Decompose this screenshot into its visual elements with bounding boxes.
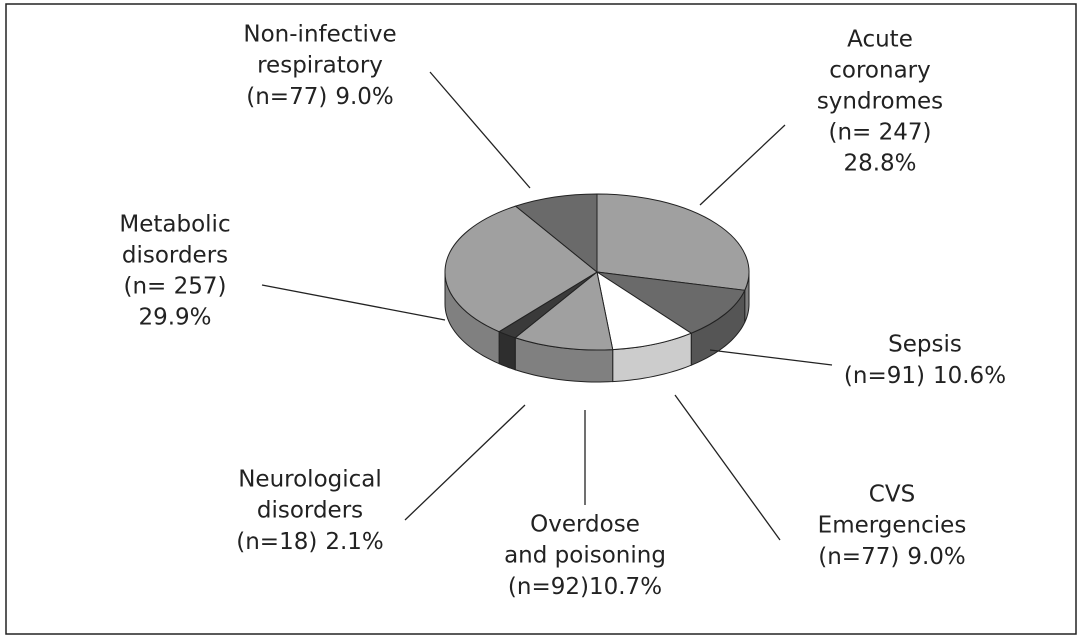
leader-line (699, 124, 786, 206)
count-value-label: (n=77) 9.0% (818, 544, 966, 570)
count-value-label: (n=91) 10.6% (844, 363, 1006, 389)
count-label: (n=18) (236, 529, 317, 555)
slice-label: Overdose and poisoning (n=92)10.7% (504, 512, 666, 600)
value-label: 28.8% (843, 151, 916, 177)
category-label: Sepsis (888, 332, 962, 358)
slice-label: Non-infective respiratory (n=77) 9.0% (243, 22, 396, 110)
leader-line (709, 349, 833, 366)
category-label: Acute (847, 27, 913, 53)
slice (596, 271, 746, 334)
count-label: (n=77) (818, 544, 899, 570)
slice (596, 193, 750, 291)
count-value-label: (n=92)10.7% (508, 574, 662, 600)
category-label: Metabolic (119, 212, 230, 238)
slice-label: Metabolic disorders (n= 257) 29.9% (119, 212, 230, 331)
category-label: disorders (122, 243, 228, 269)
count-label: (n=91) (844, 363, 925, 389)
value-label: 9.0% (907, 544, 965, 570)
slice-label: Acute coronary syndromes (n= 247) 28.8% (817, 27, 943, 177)
count-label: (n= 247) (828, 120, 931, 146)
leader-line (674, 394, 781, 541)
value-label: 2.1% (325, 529, 383, 555)
count-value-label: (n=77) 9.0% (246, 84, 394, 110)
count-value-label: (n=18) 2.1% (236, 529, 384, 555)
slice-label: Sepsis (n=91) 10.6% (844, 332, 1006, 389)
value-label: 10.6% (933, 363, 1006, 389)
slice (514, 271, 614, 351)
count-label: (n=77) (246, 84, 327, 110)
category-label: Overdose (530, 512, 640, 538)
count-label: (n= 257) (123, 274, 226, 300)
category-label: syndromes (817, 89, 943, 115)
category-label: Non-infective (243, 22, 396, 48)
category-label: coronary (829, 58, 930, 84)
category-label: Emergencies (818, 513, 967, 539)
slice (514, 193, 598, 274)
leader-line (404, 404, 526, 521)
leader-line (429, 71, 531, 189)
value-label: 9.0% (335, 84, 393, 110)
value-label: 10.7% (589, 574, 662, 600)
category-label: CVS (869, 482, 915, 508)
slice-label: CVS Emergencies (n=77) 9.0% (818, 482, 967, 570)
chart-border (5, 3, 1077, 635)
count-label: (n=92) (508, 574, 589, 600)
category-label: Neurological (238, 467, 382, 493)
slice (444, 205, 598, 333)
leader-line (261, 284, 446, 321)
category-label: disorders (257, 498, 363, 524)
slice-label: Neurological disorders (n=18) 2.1% (236, 467, 384, 555)
value-label: 29.9% (138, 305, 211, 331)
slice (596, 270, 693, 351)
category-label: respiratory (257, 53, 383, 79)
category-label: and poisoning (504, 543, 666, 569)
